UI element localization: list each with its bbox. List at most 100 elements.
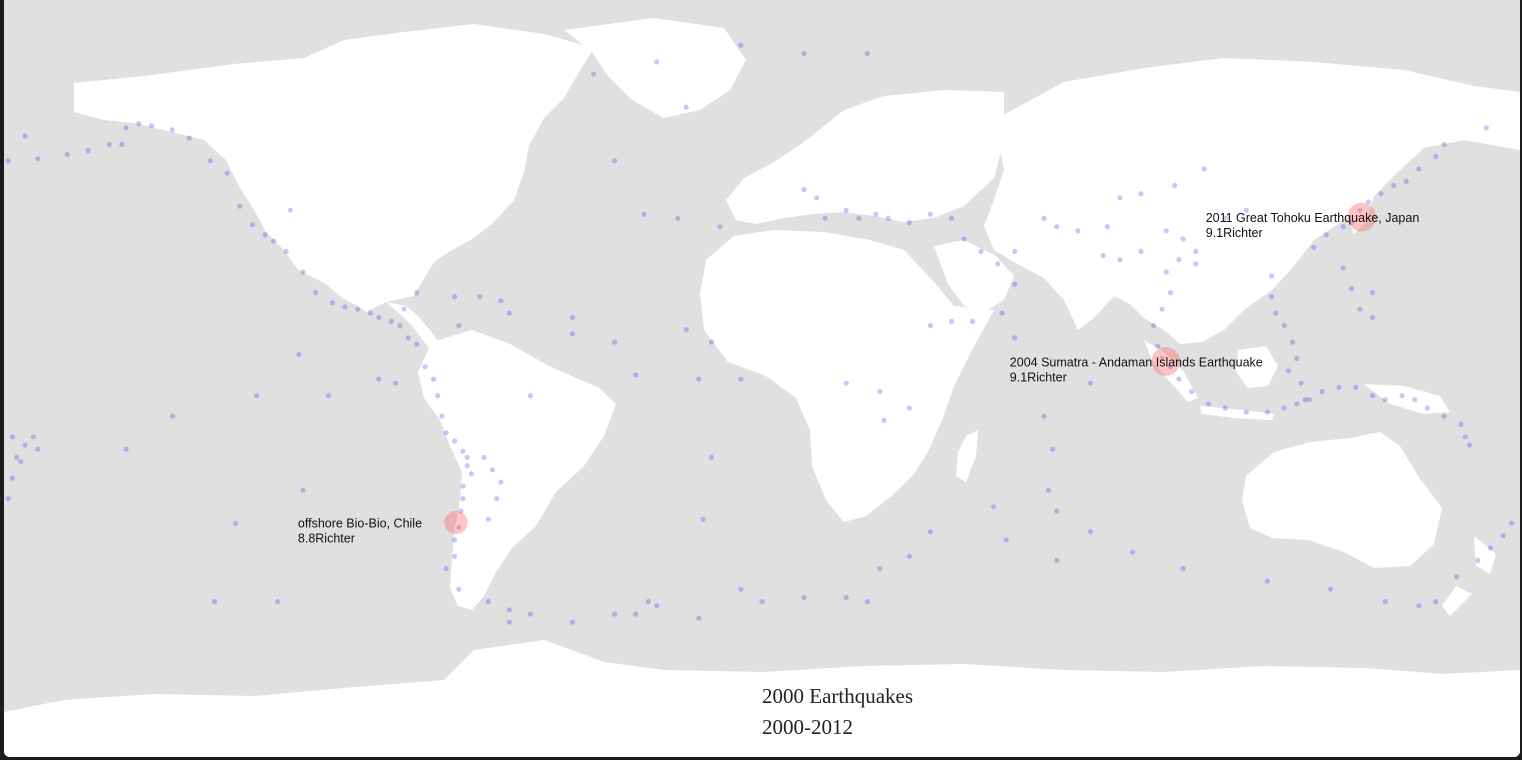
earthquake-point[interactable] (186, 135, 192, 141)
earthquake-point[interactable] (1188, 388, 1195, 395)
earthquake-point[interactable] (414, 290, 420, 296)
earthquake-point[interactable] (801, 187, 807, 193)
earthquake-point[interactable] (85, 147, 91, 154)
earthquake-point[interactable] (1130, 549, 1136, 555)
earthquake-point[interactable] (498, 298, 504, 304)
earthquake-point[interactable] (1285, 368, 1291, 374)
earthquake-point[interactable] (237, 203, 243, 209)
earthquake-point[interactable] (452, 537, 458, 543)
earthquake-point[interactable] (1378, 191, 1384, 197)
earthquake-point[interactable] (35, 156, 41, 162)
earthquake-point[interactable] (1104, 224, 1110, 230)
earthquake-point[interactable] (1205, 401, 1211, 407)
earthquake-point[interactable] (443, 430, 449, 436)
earthquake-point[interactable] (169, 413, 175, 419)
earthquake-point[interactable] (1349, 220, 1355, 226)
earthquake-point[interactable] (1264, 409, 1270, 415)
earthquake-point[interactable] (1054, 557, 1060, 564)
earthquake-point[interactable] (1336, 384, 1342, 390)
earthquake-point[interactable] (1475, 557, 1481, 564)
earthquake-point[interactable] (1399, 393, 1405, 399)
earthquake-point[interactable] (717, 224, 723, 230)
earthquake-point[interactable] (1441, 141, 1447, 147)
earthquake-point[interactable] (881, 417, 887, 423)
earthquake-point[interactable] (991, 504, 997, 510)
earthquake-point[interactable] (1403, 178, 1409, 184)
earthquake-point[interactable] (464, 463, 470, 469)
earthquake-point[interactable] (452, 438, 458, 444)
earthquake-point[interactable] (477, 294, 483, 300)
earthquake-point[interactable] (376, 314, 382, 320)
earthquake-point[interactable] (1180, 236, 1186, 242)
earthquake-point[interactable] (814, 195, 820, 201)
earthquake-point[interactable] (1087, 529, 1094, 535)
earthquake-point[interactable] (1416, 166, 1422, 172)
earthquake-point[interactable] (1365, 199, 1371, 205)
earthquake-point[interactable] (439, 413, 445, 419)
earthquake-point[interactable] (254, 393, 260, 399)
earthquake-point[interactable] (696, 376, 702, 382)
earthquake-point[interactable] (393, 380, 399, 386)
earthquake-point[interactable] (342, 304, 348, 310)
earthquake-point[interactable] (123, 446, 129, 452)
earthquake-point[interactable] (675, 215, 681, 221)
earthquake-point[interactable] (296, 351, 302, 357)
earthquake-point[interactable] (1458, 421, 1464, 427)
earthquake-point[interactable] (738, 42, 744, 49)
earthquake-point[interactable] (22, 442, 28, 448)
earthquake-point[interactable] (906, 553, 913, 559)
earthquake-point[interactable] (700, 516, 706, 522)
earthquake-point[interactable] (249, 222, 256, 228)
earthquake-point[interactable] (1370, 393, 1376, 399)
earthquake-point[interactable] (212, 599, 218, 605)
earthquake-point[interactable] (612, 611, 618, 617)
earthquake-point[interactable] (405, 335, 411, 341)
earthquake-point[interactable] (927, 211, 934, 217)
earthquake-point[interactable] (569, 331, 576, 337)
earthquake-point[interactable] (9, 475, 15, 481)
earthquake-point[interactable] (1201, 166, 1207, 172)
earthquake-point[interactable] (300, 269, 306, 275)
earthquake-point[interactable] (1100, 252, 1106, 259)
earthquake-point[interactable] (738, 376, 744, 382)
earthquake-point[interactable] (1306, 397, 1312, 403)
earthquake-point[interactable] (1382, 397, 1388, 403)
earthquake-point[interactable] (355, 306, 361, 312)
earthquake-point[interactable] (873, 211, 879, 217)
earthquake-point[interactable] (1041, 215, 1047, 221)
earthquake-point[interactable] (1012, 248, 1018, 254)
earthquake-point[interactable] (1273, 310, 1279, 316)
earthquake-point[interactable] (961, 236, 967, 242)
earthquake-point[interactable] (64, 152, 70, 158)
earthquake-point[interactable] (1054, 224, 1060, 230)
earthquake-point[interactable] (738, 586, 744, 592)
earthquake-point[interactable] (822, 215, 828, 221)
earthquake-point[interactable] (300, 487, 306, 493)
earthquake-point[interactable] (119, 141, 125, 147)
earthquake-point[interactable] (1302, 397, 1308, 403)
earthquake-point[interactable] (460, 448, 466, 454)
earthquake-point[interactable] (1487, 545, 1494, 551)
earthquake-point[interactable] (452, 294, 458, 300)
earthquake-point[interactable] (1264, 578, 1270, 584)
earthquake-point[interactable] (708, 454, 715, 460)
earthquake-point[interactable] (22, 133, 28, 139)
earthquake-point[interactable] (591, 71, 597, 77)
earthquake-point[interactable] (5, 496, 11, 502)
major-earthquake-marker[interactable] (444, 510, 468, 535)
earthquake-point[interactable] (458, 508, 464, 514)
earthquake-point[interactable] (1357, 306, 1363, 312)
earthquake-point[interactable] (654, 59, 660, 65)
earthquake-point[interactable] (275, 599, 281, 605)
earthquake-point[interactable] (995, 261, 1001, 267)
earthquake-point[interactable] (1294, 355, 1300, 362)
earthquake-point[interactable] (1222, 405, 1228, 411)
earthquake-point[interactable] (1155, 343, 1161, 349)
earthquake-point[interactable] (1466, 442, 1473, 448)
major-earthquake-marker[interactable] (1347, 202, 1377, 232)
earthquake-point[interactable] (1159, 306, 1165, 312)
earthquake-point[interactable] (485, 516, 491, 522)
earthquake-point[interactable] (1323, 232, 1329, 238)
earthquake-point[interactable] (443, 566, 449, 572)
earthquake-point[interactable] (696, 615, 702, 621)
